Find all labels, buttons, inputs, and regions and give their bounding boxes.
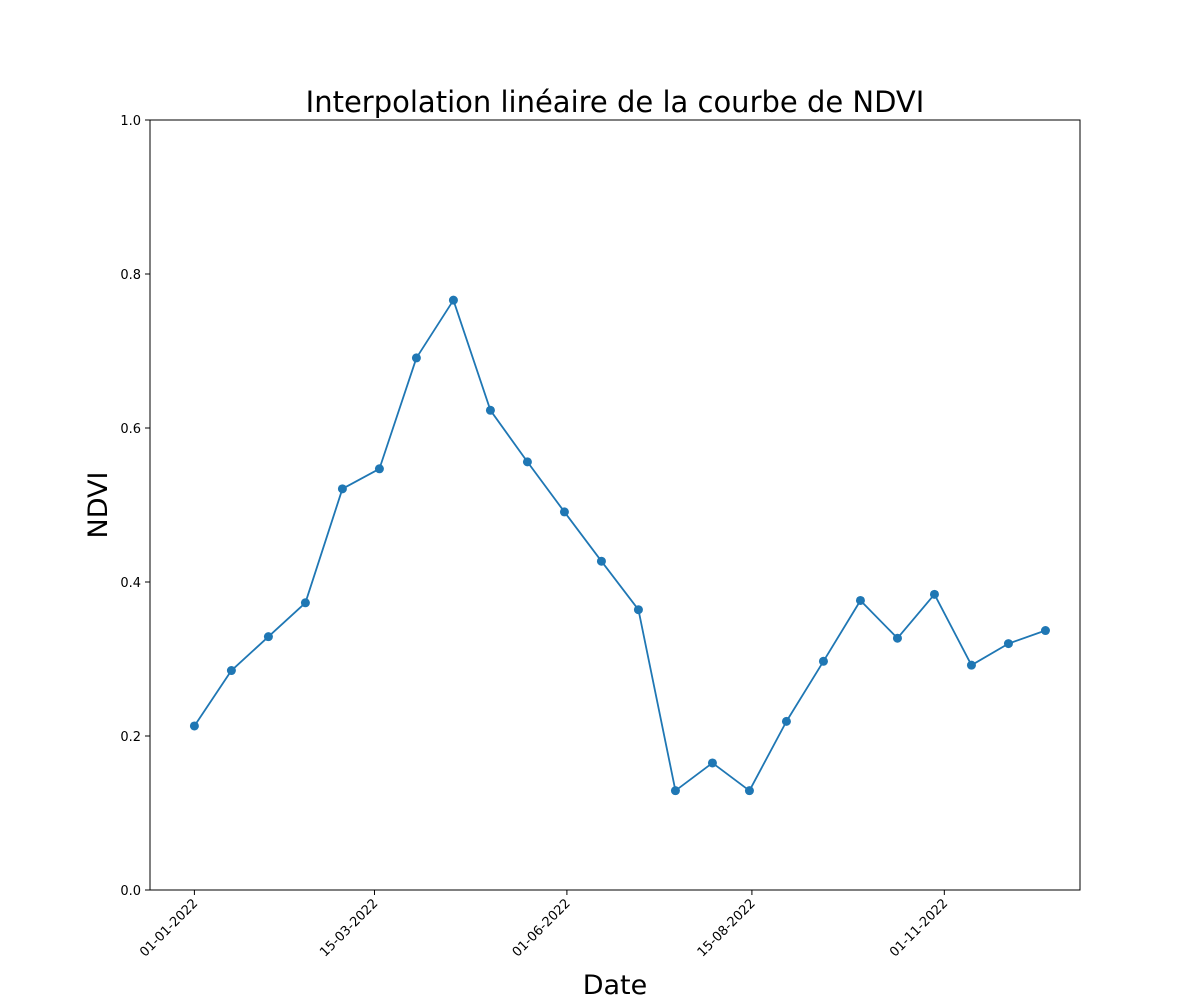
y-tick-label: 0.0: [120, 884, 141, 899]
data-point: [189, 721, 199, 731]
x-tick-label: 15-08-2022: [695, 896, 759, 960]
data-point: [411, 353, 421, 363]
plot-area-frame: [149, 119, 1081, 891]
data-point: [855, 595, 865, 605]
x-tick-label: 01-01-2022: [137, 896, 201, 960]
x-tick-label: 01-06-2022: [510, 896, 574, 960]
data-point: [374, 464, 384, 474]
y-axis-ticks: 0.0 0.2 0.4 0.6 0.8 1.0: [120, 114, 150, 899]
y-axis-title: NDVI: [83, 472, 114, 539]
y-tick-label: 0.2: [120, 730, 141, 745]
data-point: [929, 589, 939, 599]
data-point: [226, 666, 236, 676]
y-tick-label: 0.4: [120, 576, 141, 591]
x-axis-title: Date: [583, 970, 648, 1000]
data-point: [707, 758, 717, 768]
data-point: [522, 457, 532, 467]
x-tick-label: 01-11-2022: [887, 896, 951, 960]
data-point: [448, 295, 458, 305]
data-point: [818, 656, 828, 666]
x-tick-label: 15-03-2022: [317, 896, 381, 960]
data-point: [596, 556, 606, 566]
data-point: [337, 484, 347, 494]
data-point: [300, 598, 310, 608]
data-point: [781, 716, 791, 726]
series-line: [193, 299, 1046, 792]
y-tick-label: 0.8: [120, 268, 141, 283]
x-axis-ticks: 01-01-2022 15-03-2022 01-06-2022 15-08-2022…: [137, 890, 951, 960]
data-point: [263, 632, 273, 642]
data-point: [966, 660, 976, 670]
data-point: [559, 507, 569, 517]
data-point: [485, 405, 495, 415]
data-point: [1040, 626, 1050, 636]
y-tick-label: 1.0: [120, 114, 141, 129]
series-layer: [189, 295, 1050, 796]
data-point: [1003, 639, 1013, 649]
data-point: [670, 786, 680, 796]
data-point: [892, 633, 902, 643]
y-tick-label: 0.6: [120, 422, 141, 437]
data-point: [633, 605, 643, 615]
data-point: [744, 786, 754, 796]
chart-title: Interpolation linéaire de la courbe de N…: [306, 85, 925, 119]
